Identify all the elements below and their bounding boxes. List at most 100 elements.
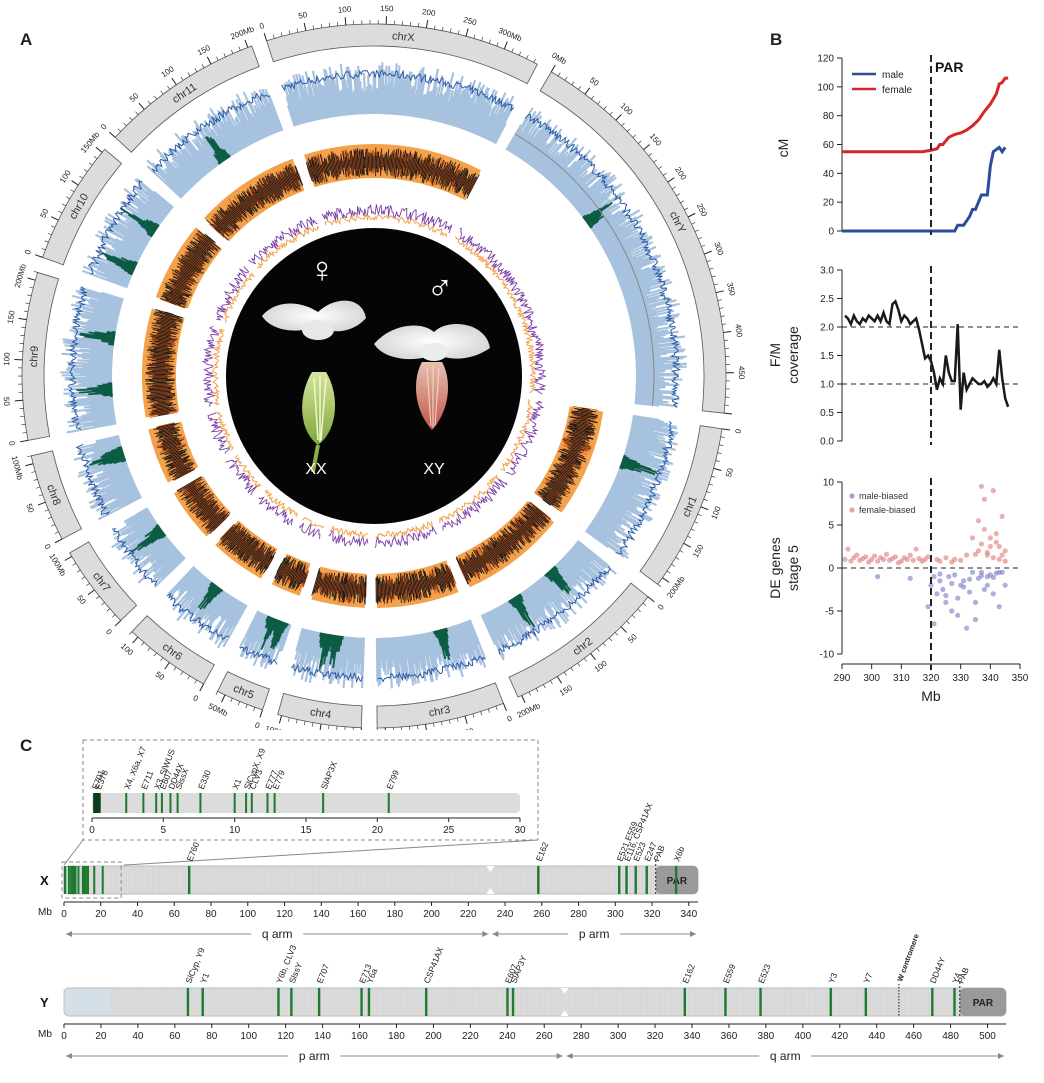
coverage-bar xyxy=(67,413,116,424)
coverage-bar xyxy=(627,298,673,313)
tick-mark xyxy=(698,237,703,240)
tick-label: 200 xyxy=(421,7,436,18)
inset-tick-label: 0 xyxy=(89,825,95,836)
orange-line xyxy=(325,213,448,238)
expression-bar xyxy=(297,172,301,179)
orange-line xyxy=(223,272,256,323)
tick-label: 0 xyxy=(7,440,17,447)
peak-bar xyxy=(274,621,285,647)
y-tick-label: 5 xyxy=(828,521,834,532)
coverage-bar xyxy=(624,451,662,465)
tick-label: 0 xyxy=(258,21,266,31)
coverage-bar xyxy=(630,315,653,323)
peak-bar xyxy=(286,623,289,627)
coverage-bar xyxy=(459,622,473,656)
tick-mark xyxy=(425,19,429,29)
peak-bar xyxy=(516,594,523,603)
tick-mark xyxy=(272,34,275,39)
coverage-bar xyxy=(118,494,142,508)
coverage-bar xyxy=(634,346,660,352)
coverage-bar xyxy=(136,207,161,226)
tick-mark xyxy=(720,315,725,317)
coverage-bar xyxy=(103,272,130,284)
coverage-bar xyxy=(90,262,131,281)
coverage-bar xyxy=(629,312,658,321)
coverage-bar xyxy=(235,98,259,143)
coverage-bar xyxy=(252,116,265,139)
coverage-bar xyxy=(590,521,622,544)
peak-bar xyxy=(150,532,165,544)
coverage-bar xyxy=(625,448,674,466)
coverage-bar xyxy=(149,542,174,563)
coverage-bar xyxy=(208,591,227,616)
tick-mark xyxy=(700,506,709,511)
tick-mark xyxy=(666,570,671,574)
coverage-bar xyxy=(231,103,254,145)
peak-bar xyxy=(206,136,225,162)
peak-bar xyxy=(513,596,525,614)
peak-bar xyxy=(272,621,284,650)
coverage-track xyxy=(584,414,679,560)
coverage-bar xyxy=(65,348,114,355)
coverage-bar xyxy=(410,635,420,684)
tick-mark xyxy=(424,724,427,730)
coverage-bar xyxy=(203,590,226,620)
coverage-bar xyxy=(202,146,219,167)
coverage-bar xyxy=(185,572,203,592)
peak-bar xyxy=(145,220,158,230)
tick-mark xyxy=(23,310,28,312)
coverage-bar xyxy=(425,90,434,120)
tick-mark xyxy=(86,583,90,586)
marker-label: X1 xyxy=(230,777,243,791)
coverage-bar xyxy=(71,294,122,310)
data-point-male-biased xyxy=(931,621,937,627)
coverage-bar xyxy=(123,507,149,524)
coverage-bar xyxy=(316,86,325,120)
coverage-bar xyxy=(85,312,119,322)
orange-line xyxy=(264,489,298,518)
coverage-bar xyxy=(254,111,268,138)
y-tick-label: 60 xyxy=(823,140,835,151)
coverage-bar xyxy=(87,300,121,311)
coverage-bar xyxy=(95,468,130,484)
coverage-bar xyxy=(600,505,623,520)
coverage-line xyxy=(844,299,1010,410)
data-point-female-biased xyxy=(898,558,904,564)
tick-mark xyxy=(173,666,177,671)
coverage-bar xyxy=(346,636,351,661)
coverage-bar xyxy=(66,368,113,372)
coverage-bar xyxy=(628,434,666,446)
tick-mark xyxy=(657,584,662,587)
coverage-bar xyxy=(616,473,643,487)
coverage-bar xyxy=(522,124,550,162)
coverage-bar xyxy=(146,165,183,199)
coverage-bar xyxy=(285,81,301,126)
coverage-bar xyxy=(117,222,150,243)
peak-bar xyxy=(220,589,224,593)
coverage-bar xyxy=(306,86,317,121)
coverage-bar xyxy=(390,86,395,115)
coverage-bar xyxy=(605,496,651,522)
tick-label: 0 xyxy=(506,713,514,723)
inset-tick-label: 5 xyxy=(161,825,167,836)
data-point-female-biased xyxy=(984,549,990,556)
coverage-bar xyxy=(393,637,401,687)
coverage-bar xyxy=(468,619,487,660)
tick-mark xyxy=(27,294,32,297)
coverage-bar xyxy=(167,565,196,596)
peak-bar xyxy=(518,593,524,599)
tick-mark xyxy=(230,698,233,703)
coverage-bar xyxy=(480,614,497,646)
coverage-bar xyxy=(607,493,638,511)
peak-bar xyxy=(213,153,222,165)
coverage-bar xyxy=(426,68,440,120)
peak-bar xyxy=(154,222,160,227)
coverage-bar xyxy=(116,521,158,550)
coverage-bar xyxy=(634,401,660,407)
coverage-bar xyxy=(242,91,266,139)
coverage-bar xyxy=(89,351,113,357)
peak-bar xyxy=(95,390,113,394)
coverage-bar xyxy=(146,190,172,212)
